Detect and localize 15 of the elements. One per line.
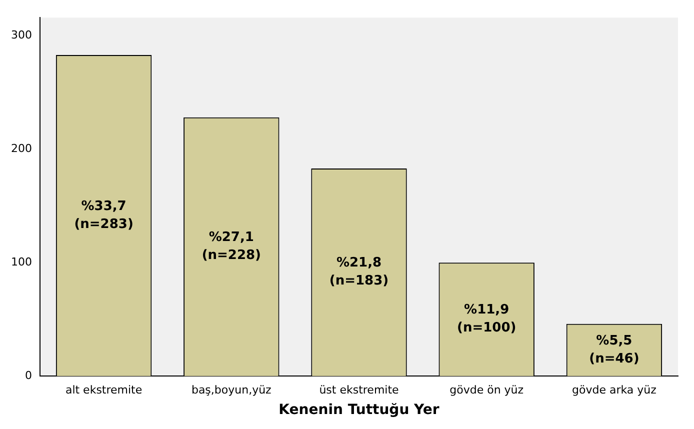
x-tick-label: alt ekstremite [65,383,142,396]
x-tick-label: üst ekstremite [319,383,400,396]
data-label: %33,7 (n=283) [74,198,134,232]
x-tick-label: baş,boyun,yüz [191,383,272,396]
y-tick-label: 300 [10,28,32,42]
y-tick-label: 100 [10,255,32,268]
data-label: %27,1 (n=228) [202,230,261,264]
data-label: %11,9 (n=100) [457,302,516,336]
x-tick-label: gövde arka yüz [572,383,657,396]
y-tick-label: 0 [24,368,32,382]
data-label: %21,8 (n=183) [329,256,389,289]
y-tick-label: 200 [10,142,32,156]
data-label: %5,5 (n=46) [589,333,640,366]
x-axis-title: Kenenin Tuttuğu Yer [278,402,440,418]
x-tick-label: gövde ön yüz [450,383,524,396]
